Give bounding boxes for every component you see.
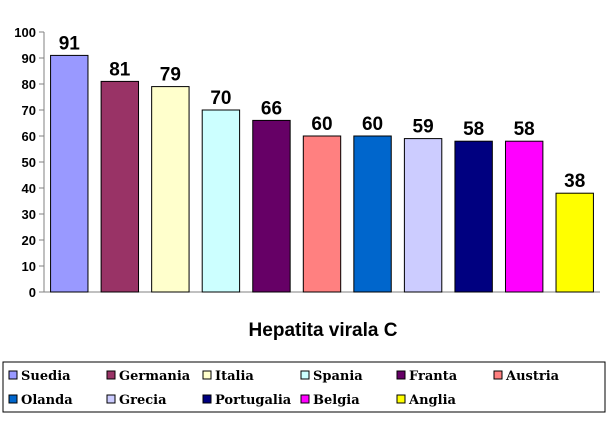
legend: Suedia Germania Italia Spania Franta Austria O…: [8, 369, 560, 408]
legend-label: Italia: [215, 369, 254, 384]
legend-label: Franta: [409, 369, 458, 384]
data-label: 70: [210, 88, 231, 109]
y-tick-label: 80: [22, 77, 36, 92]
y-axis: 0 10 20 30 40 50 60 70 80 90 100: [14, 25, 600, 300]
legend-box: [2, 361, 606, 413]
legend-label: Spania: [313, 369, 363, 384]
data-label: 60: [362, 114, 383, 135]
bar-italia: [151, 86, 190, 293]
bar-belgia: [504, 140, 544, 293]
legend-swatch: [493, 370, 503, 380]
legend-swatch: [8, 370, 18, 380]
data-label: 81: [109, 59, 131, 80]
y-tick-label: 0: [29, 285, 36, 300]
data-label: 66: [261, 98, 282, 119]
legend-swatch: [202, 394, 212, 404]
bar-austria: [302, 135, 342, 293]
bars: [50, 54, 594, 293]
data-labels: 91 81 79 70 66 60 60 59 58 58 38: [59, 33, 586, 192]
bar-spania: [201, 109, 241, 293]
legend-swatch: [106, 370, 116, 380]
y-tick-label: 40: [22, 181, 36, 196]
y-tick-label: 20: [22, 233, 36, 248]
y-tick-label: 30: [22, 207, 36, 222]
y-tick-label: 50: [22, 155, 36, 170]
legend-swatch: [396, 394, 406, 404]
legend-swatch: [8, 394, 18, 404]
legend-swatch: [396, 370, 406, 380]
legend-label: Suedia: [21, 369, 71, 384]
legend-label: Germania: [119, 369, 191, 384]
legend-label: Anglia: [408, 393, 457, 408]
data-label: 58: [514, 119, 535, 140]
y-tick-label: 10: [22, 259, 36, 274]
bar-germania: [100, 80, 140, 293]
bar-suedia: [50, 54, 89, 293]
legend-swatch: [106, 394, 116, 404]
legend-label: Olanda: [21, 393, 73, 408]
y-tick-label: 60: [22, 129, 36, 144]
y-tick-label: 100: [14, 25, 36, 40]
y-tick-label: 70: [22, 103, 36, 118]
legend-swatch: [202, 370, 212, 380]
legend-swatch: [300, 370, 310, 380]
data-label: 79: [160, 65, 181, 86]
bar-anglia: [555, 192, 594, 293]
data-label: 58: [463, 119, 484, 140]
legend-label: Austria: [505, 369, 560, 384]
bar-grecia: [403, 138, 443, 293]
data-label: 59: [413, 117, 434, 138]
data-label: 38: [564, 171, 585, 192]
bar-portugalia: [454, 140, 493, 293]
data-label: 60: [311, 114, 332, 135]
legend-swatch: [300, 394, 310, 404]
legend-label: Grecia: [119, 393, 167, 408]
bar-franta: [252, 119, 291, 293]
legend-label: Portugalia: [215, 393, 292, 408]
data-label: 91: [59, 33, 81, 54]
bar-olanda: [353, 135, 392, 293]
y-tick-label: 90: [22, 51, 36, 66]
chart-title: Hepatita virala C: [249, 320, 398, 341]
legend-label: Belgia: [313, 393, 360, 408]
